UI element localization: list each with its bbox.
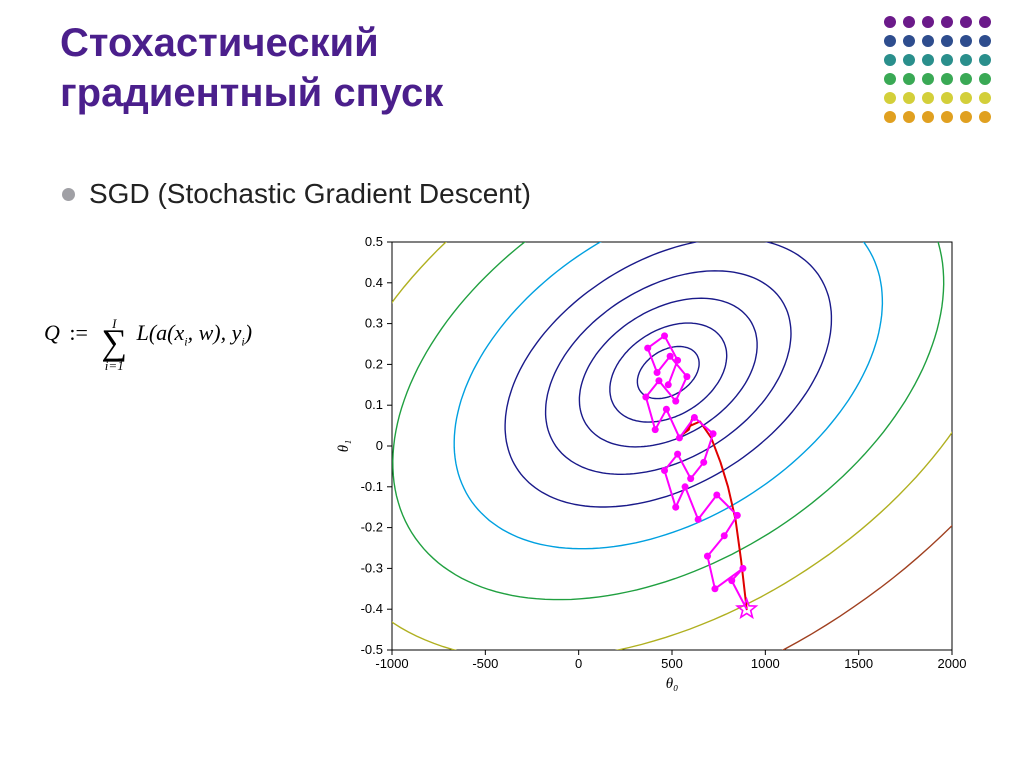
loss-formula: Q := I ∑ i=1 L(a(xi, w), yi) [44,320,252,360]
sgd-contour-chart: -1000 -500 0 500 1000 1500 2000 -0.5 -0.4 -0.3 -0.… [330,232,990,732]
svg-text:-0.3: -0.3 [361,560,383,575]
svg-text:-1000: -1000 [375,656,408,671]
formula-assign: := [69,320,88,345]
svg-text:1500: 1500 [844,656,873,671]
svg-text:-0.5: -0.5 [361,642,383,657]
svg-text:0.4: 0.4 [365,275,383,290]
bullet-item: SGD (Stochastic Gradient Descent) [62,178,531,210]
svg-text:1000: 1000 [751,656,780,671]
slide-title: Стохастический градиентный спуск [60,18,443,118]
svg-text:0: 0 [376,438,383,453]
bullet-icon [62,188,75,201]
svg-text:0.2: 0.2 [365,356,383,371]
formula-sum: I ∑ i=1 [101,328,127,360]
formula-body: L(a(xi, w), yi) [137,320,252,345]
svg-text:-500: -500 [472,656,498,671]
svg-text:0: 0 [575,656,582,671]
svg-text:-0.1: -0.1 [361,479,383,494]
svg-text:500: 500 [661,656,683,671]
title-line-2: градиентный спуск [60,71,443,115]
formula-lhs: Q [44,320,60,345]
title-line-1: Стохастический [60,21,379,65]
svg-text:-0.4: -0.4 [361,601,383,616]
svg-text:0.1: 0.1 [365,397,383,412]
svg-text:2000: 2000 [938,656,967,671]
bullet-text: SGD (Stochastic Gradient Descent) [89,178,531,210]
decorative-dot-grid [880,12,1010,142]
formula-sum-upper: I [112,316,116,332]
svg-text:0.3: 0.3 [365,316,383,331]
svg-text:-0.2: -0.2 [361,520,383,535]
svg-text:θ₁: θ₁ [336,440,352,453]
formula-sum-lower: i=1 [105,358,124,374]
svg-text:θ₀: θ₀ [666,676,679,692]
svg-text:0.5: 0.5 [365,234,383,249]
